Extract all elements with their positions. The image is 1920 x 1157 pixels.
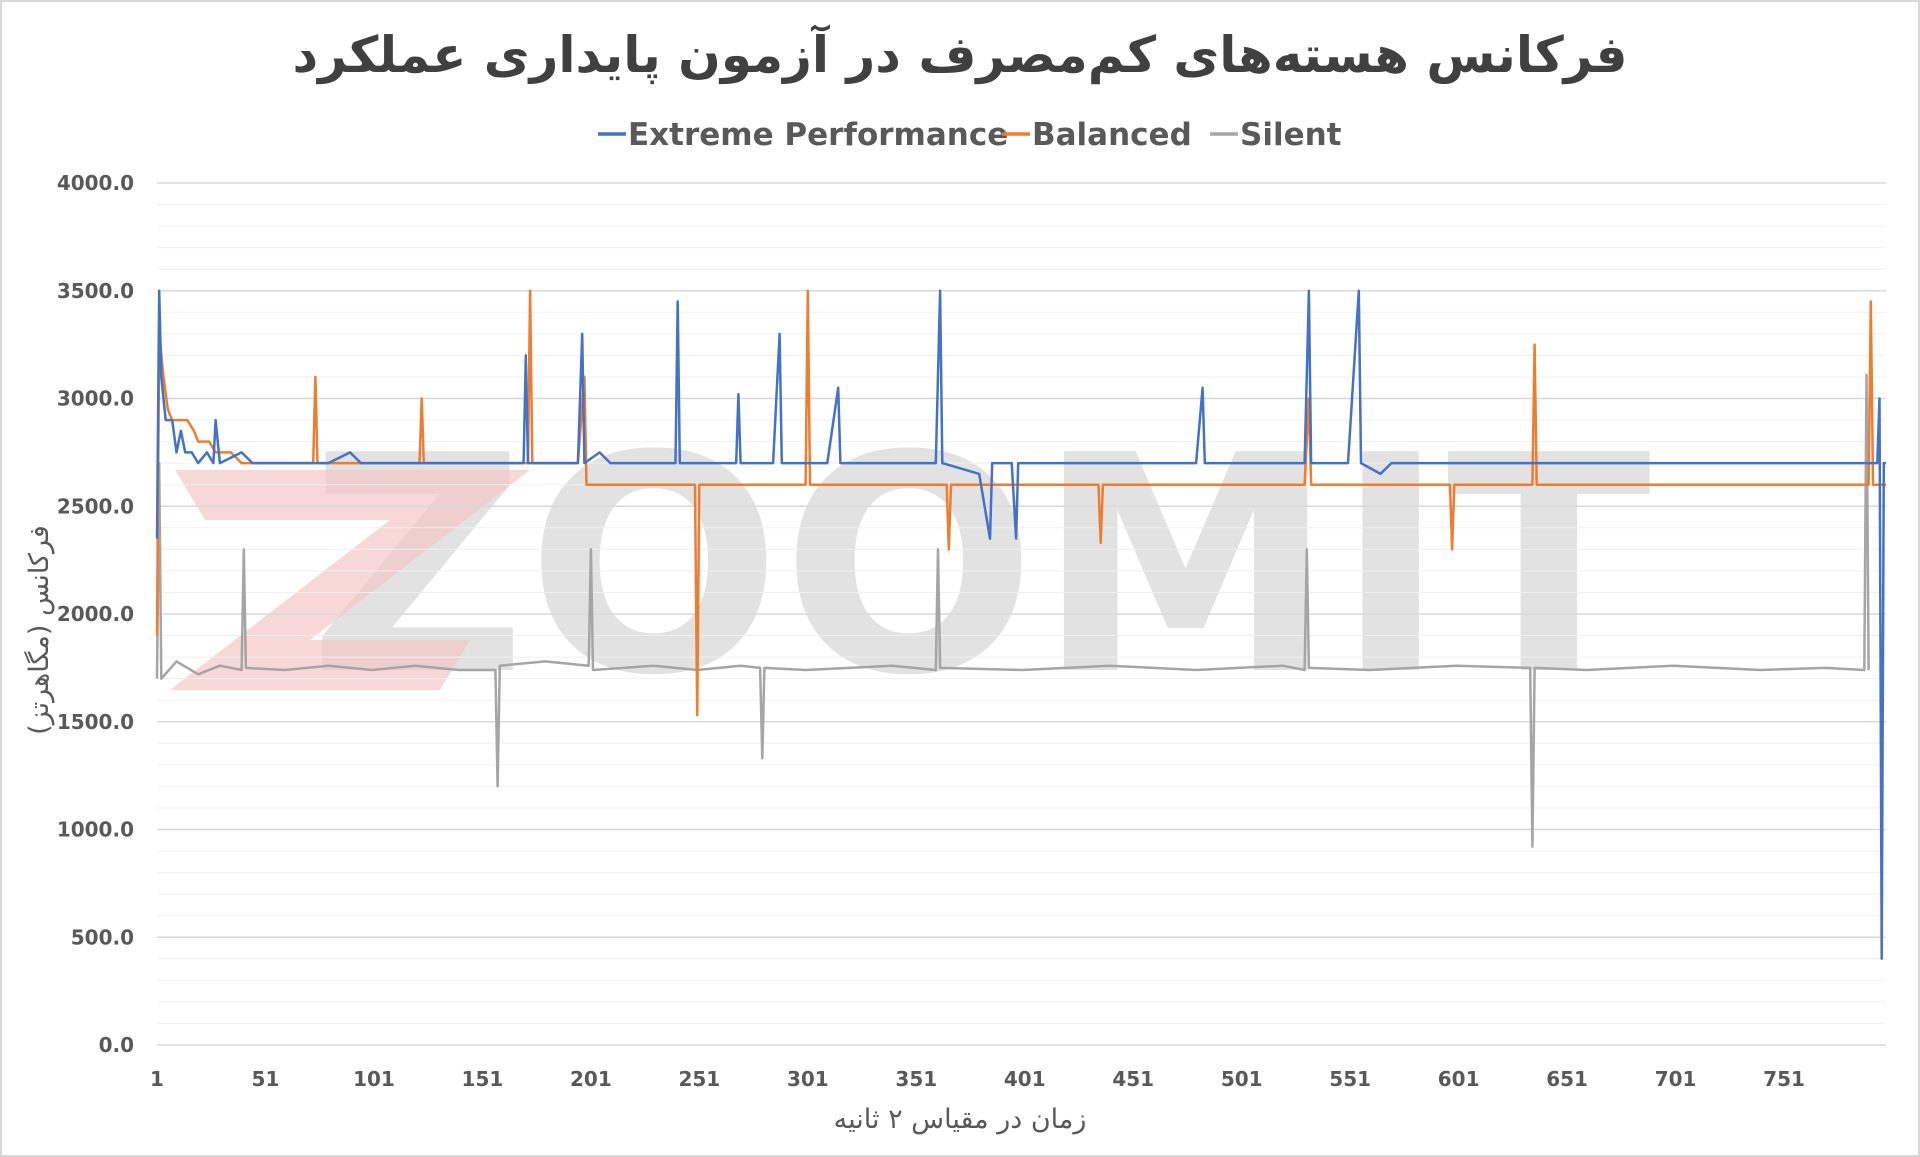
x-tick-label: 1 [150, 1067, 164, 1091]
y-tick-label: 3000.0 [57, 387, 134, 411]
x-tick-label: 201 [570, 1067, 612, 1091]
x-axis-ticks: 1 51 101 151 201 251 301 351 401 451 501 551 601 651 7… [150, 1067, 1805, 1091]
series-line-silent [155, 373, 1870, 848]
watermark-logo [170, 470, 530, 690]
y-tick-label: 3500.0 [57, 279, 134, 303]
gridlines [157, 182, 1886, 1046]
y-tick-label: 1500.0 [57, 710, 134, 734]
series-line-extreme-performance [155, 289, 1886, 961]
y-tick-label: 2000.0 [57, 602, 134, 626]
x-tick-label: 501 [1221, 1067, 1263, 1091]
x-tick-label: 251 [678, 1067, 720, 1091]
series-line-balanced [155, 289, 1886, 717]
x-tick-label: 751 [1763, 1067, 1805, 1091]
legend: Extreme Performance Balanced Silent [598, 117, 1342, 153]
legend-label-balanced: Balanced [1032, 117, 1192, 153]
x-tick-label: 651 [1546, 1067, 1588, 1091]
x-tick-label: 351 [895, 1067, 937, 1091]
legend-label-silent: Silent [1240, 117, 1342, 153]
x-tick-label: 401 [1004, 1067, 1046, 1091]
y-tick-label: 1000.0 [57, 818, 134, 842]
y-tick-label: 500.0 [71, 925, 134, 949]
y-tick-label: 4000.0 [57, 171, 134, 195]
x-axis-label: زمان در مقیاس ۲ ثانیه [834, 1104, 1087, 1135]
y-axis-label: فرکانس (مگاهرتز) [23, 525, 55, 735]
x-tick-label: 151 [462, 1067, 504, 1091]
chart-title: فرکانس هسته‌های کم‌مصرف در آزمون پایداری… [292, 24, 1627, 85]
x-tick-label: 701 [1655, 1067, 1697, 1091]
y-tick-label: 2500.0 [57, 494, 134, 518]
x-tick-label: 301 [787, 1067, 829, 1091]
x-tick-label: 51 [252, 1067, 280, 1091]
x-tick-label: 451 [1112, 1067, 1154, 1091]
x-tick-label: 101 [353, 1067, 395, 1091]
x-tick-label: 601 [1438, 1067, 1480, 1091]
y-tick-label: 0.0 [99, 1033, 134, 1057]
x-tick-label: 551 [1329, 1067, 1371, 1091]
legend-label-extreme-performance: Extreme Performance [628, 117, 1008, 153]
series-layer [155, 289, 1886, 961]
watermark-text: ZOOMIT [309, 392, 1653, 741]
y-axis-ticks: 0.0 500.0 1000.0 1500.0 2000.0 2500.0 3000.0 35… [57, 171, 134, 1057]
